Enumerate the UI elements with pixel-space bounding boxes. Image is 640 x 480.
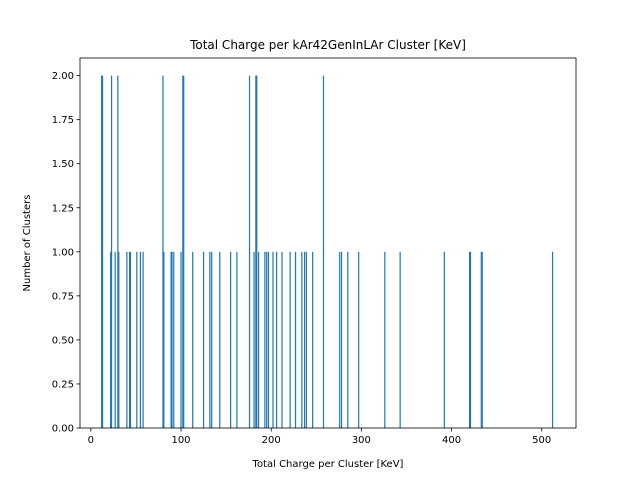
histogram-bar <box>294 251 297 428</box>
histogram-bar <box>142 251 144 428</box>
y-tick-label: 0.00 <box>52 424 74 435</box>
histogram-bar <box>170 251 172 428</box>
histogram-bar <box>312 251 314 428</box>
histogram-bar <box>443 251 445 428</box>
y-axis-ticks: 0.00 0.25 0.50 0.75 1.00 1.25 1.50 1.75 2.00 <box>52 71 80 435</box>
histogram-bar <box>192 251 194 428</box>
plot-frame <box>79 57 577 429</box>
histogram-bar <box>253 251 255 428</box>
histogram-bar <box>256 75 258 429</box>
histogram-bar <box>468 251 471 428</box>
x-tick-label: 500 <box>532 435 551 446</box>
histogram-bar <box>289 251 291 428</box>
histogram-bar <box>266 251 268 428</box>
histogram-bar <box>101 75 104 429</box>
chart-title: Total Charge per kAr42GenInLAr Cluster [… <box>189 38 466 52</box>
histogram-bar <box>230 251 232 428</box>
y-tick-label: 0.50 <box>52 335 74 346</box>
x-tick-label: 400 <box>442 435 461 446</box>
histogram-bar <box>340 251 343 428</box>
x-tick-label: 200 <box>262 435 281 446</box>
histogram-bar <box>339 251 341 428</box>
histogram-bar <box>236 251 238 428</box>
histogram-bar <box>272 251 274 428</box>
histogram-bar <box>399 251 401 428</box>
y-tick-label: 1.75 <box>52 115 74 126</box>
histogram-bar <box>255 75 257 429</box>
y-tick-label: 1.50 <box>52 159 74 170</box>
histogram-bar <box>322 75 325 429</box>
histogram-bar <box>114 251 116 428</box>
histogram-bar <box>219 251 221 428</box>
histogram-bar <box>209 251 211 428</box>
histogram-bar <box>264 251 266 428</box>
histogram-bar <box>180 251 182 428</box>
histogram-bar <box>276 251 278 428</box>
histogram-bar <box>136 251 138 428</box>
histogram-bar <box>301 251 303 428</box>
histogram-bar <box>118 251 120 428</box>
x-axis-label: Total Charge per Cluster [KeV] <box>252 459 404 470</box>
bars-group <box>101 75 554 429</box>
histogram-bar <box>139 251 142 428</box>
histogram-bar <box>129 251 131 428</box>
histogram-bar <box>182 75 184 429</box>
y-tick-label: 0.25 <box>52 379 74 390</box>
x-axis-ticks: 0 100 200 300 400 500 <box>88 428 551 446</box>
histogram-bar <box>202 251 205 428</box>
histogram-bar <box>126 251 128 428</box>
histogram-bar <box>257 251 260 428</box>
x-tick-label: 100 <box>171 435 190 446</box>
histogram-bar <box>110 251 112 428</box>
histogram-bar <box>117 75 119 429</box>
histogram-bar <box>358 251 360 428</box>
histogram-bar <box>347 251 349 428</box>
histogram-bar <box>110 75 113 429</box>
histogram-bar <box>248 75 251 429</box>
y-tick-label: 2.00 <box>52 71 74 82</box>
y-axis-label: Number of Clusters <box>22 195 33 292</box>
histogram-bar <box>303 251 306 428</box>
histogram-bar <box>267 251 270 428</box>
histogram-bar <box>469 251 472 428</box>
histogram-bar <box>163 251 165 428</box>
y-tick-label: 1.00 <box>52 247 74 258</box>
y-tick-label: 0.75 <box>52 291 74 302</box>
y-tick-label: 1.25 <box>52 203 74 214</box>
histogram-bar <box>281 251 283 428</box>
histogram-bar <box>173 251 175 428</box>
x-tick-label: 0 <box>88 435 94 446</box>
histogram-bar <box>480 251 482 428</box>
histogram-bar <box>101 75 103 429</box>
histogram-bar <box>171 251 173 428</box>
histogram-bar <box>183 75 185 429</box>
histogram-bar <box>384 251 386 428</box>
histogram-bar <box>481 251 483 428</box>
histogram-bar <box>129 251 132 428</box>
histogram-bar <box>162 75 164 429</box>
histogram-bar <box>305 251 307 428</box>
x-tick-label: 300 <box>352 435 371 446</box>
histogram-bar <box>551 251 554 428</box>
histogram-bar <box>211 251 213 428</box>
